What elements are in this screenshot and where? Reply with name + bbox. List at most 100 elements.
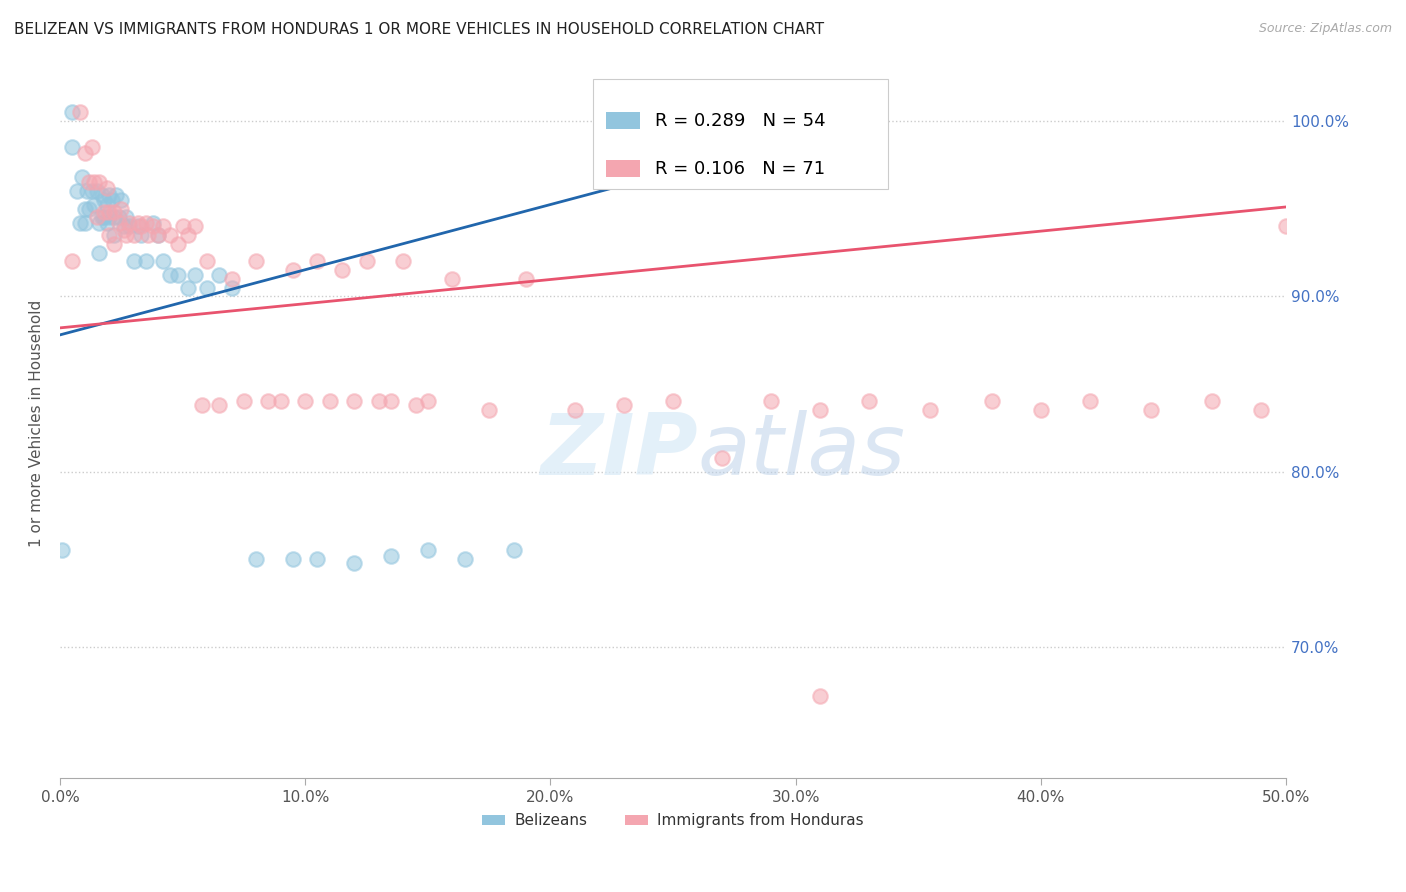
- Point: [96, 216, 118, 230]
- Point: [89, 245, 111, 260]
- Point: [808, 689, 831, 703]
- Point: [90, 211, 112, 225]
- Point: [146, 227, 169, 242]
- Legend: Belizeans, Immigrants from Honduras: Belizeans, Immigrants from Honduras: [475, 807, 870, 834]
- Point: [103, 205, 125, 219]
- FancyBboxPatch shape: [593, 79, 887, 189]
- Point: [980, 394, 1002, 409]
- Point: [281, 552, 304, 566]
- Point: [98, 211, 121, 225]
- Point: [294, 394, 316, 409]
- Point: [136, 227, 159, 242]
- Point: [69, 216, 91, 230]
- Point: [118, 216, 141, 230]
- Point: [103, 236, 125, 251]
- Point: [70, 170, 93, 185]
- Point: [108, 211, 131, 225]
- Point: [159, 268, 181, 283]
- Point: [416, 394, 439, 409]
- Point: [115, 227, 138, 242]
- Point: [232, 394, 254, 409]
- Point: [380, 394, 402, 409]
- Point: [98, 205, 121, 219]
- Point: [73, 202, 96, 216]
- Point: [108, 216, 131, 230]
- Point: [858, 394, 880, 409]
- Point: [1029, 403, 1052, 417]
- Point: [60, 105, 83, 120]
- Point: [152, 219, 174, 234]
- Point: [73, 216, 96, 230]
- Point: [208, 398, 231, 412]
- Point: [76, 184, 98, 198]
- Point: [221, 272, 243, 286]
- Point: [478, 403, 501, 417]
- Point: [98, 187, 121, 202]
- Point: [662, 394, 685, 409]
- Point: [808, 403, 831, 417]
- Point: [142, 219, 165, 234]
- Point: [112, 219, 135, 234]
- Point: [112, 223, 135, 237]
- Point: [135, 254, 157, 268]
- Point: [343, 556, 366, 570]
- Point: [1250, 403, 1272, 417]
- Point: [307, 254, 329, 268]
- Point: [405, 398, 427, 412]
- Point: [89, 216, 111, 230]
- Point: [128, 216, 150, 230]
- Point: [80, 140, 103, 154]
- Point: [245, 552, 267, 566]
- Point: [103, 227, 125, 242]
- Point: [166, 236, 188, 251]
- Point: [221, 280, 243, 294]
- Point: [367, 394, 389, 409]
- Point: [184, 268, 207, 283]
- Point: [159, 227, 181, 242]
- Point: [103, 211, 125, 225]
- Point: [93, 211, 115, 225]
- Point: [257, 394, 280, 409]
- Point: [176, 280, 198, 294]
- Point: [100, 193, 122, 207]
- Point: [270, 394, 292, 409]
- FancyBboxPatch shape: [606, 161, 640, 178]
- Point: [1078, 394, 1101, 409]
- Point: [122, 254, 145, 268]
- Point: [146, 227, 169, 242]
- Point: [135, 216, 157, 230]
- Point: [89, 176, 111, 190]
- Point: [86, 211, 108, 225]
- Point: [759, 394, 782, 409]
- Point: [73, 145, 96, 160]
- Point: [60, 254, 83, 268]
- Point: [564, 403, 586, 417]
- Point: [110, 202, 132, 216]
- Point: [356, 254, 378, 268]
- Point: [152, 254, 174, 268]
- Point: [66, 184, 89, 198]
- Point: [98, 227, 121, 242]
- Point: [176, 227, 198, 242]
- Point: [319, 394, 342, 409]
- Text: BELIZEAN VS IMMIGRANTS FROM HONDURAS 1 OR MORE VEHICLES IN HOUSEHOLD CORRELATION: BELIZEAN VS IMMIGRANTS FROM HONDURAS 1 O…: [14, 22, 824, 37]
- Point: [118, 219, 141, 234]
- Point: [515, 272, 537, 286]
- Point: [1275, 219, 1298, 234]
- Point: [142, 216, 165, 230]
- Point: [172, 219, 194, 234]
- Point: [453, 552, 475, 566]
- Point: [79, 202, 101, 216]
- Point: [195, 280, 218, 294]
- Point: [502, 543, 524, 558]
- Point: [166, 268, 188, 283]
- Point: [184, 219, 207, 234]
- Point: [920, 403, 942, 417]
- Point: [60, 140, 83, 154]
- Point: [93, 193, 115, 207]
- Text: R = 0.106   N = 71: R = 0.106 N = 71: [655, 161, 825, 178]
- Point: [281, 263, 304, 277]
- Point: [128, 219, 150, 234]
- Point: [613, 398, 636, 412]
- Point: [51, 543, 73, 558]
